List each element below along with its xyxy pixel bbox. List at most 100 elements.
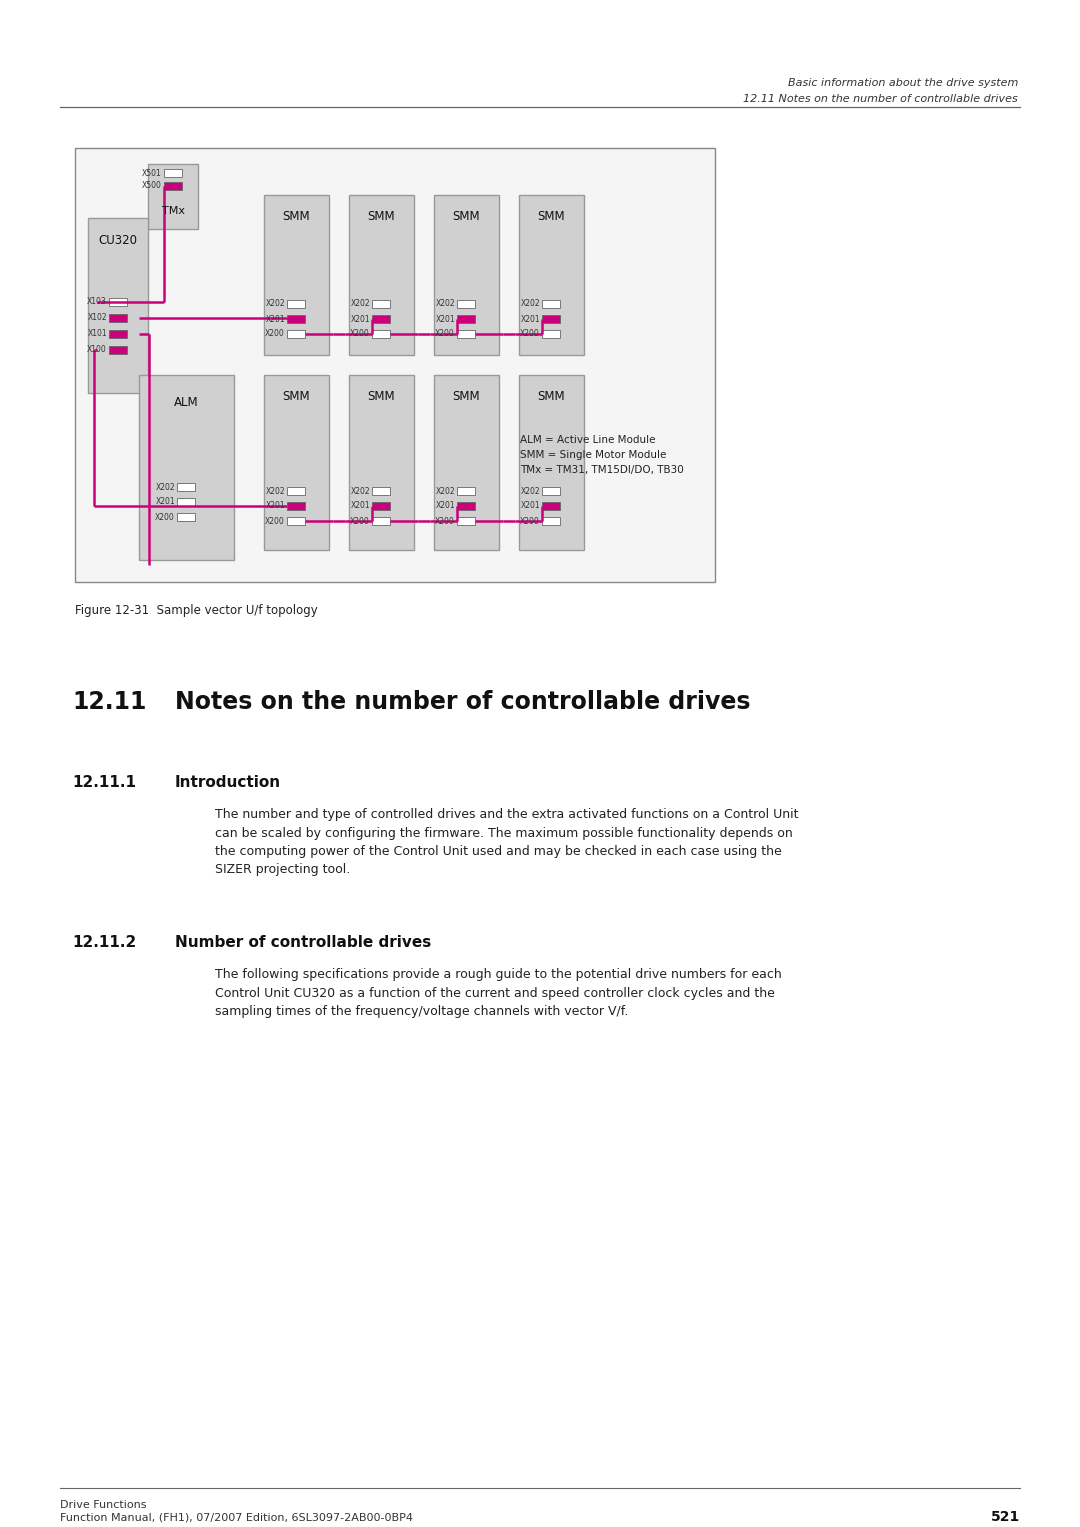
Bar bbox=[457, 330, 475, 337]
Text: Introduction: Introduction bbox=[175, 776, 281, 789]
Bar bbox=[164, 169, 183, 177]
Bar bbox=[164, 182, 183, 189]
Bar bbox=[457, 487, 475, 495]
Text: X202: X202 bbox=[521, 487, 540, 495]
Text: X202: X202 bbox=[266, 299, 285, 308]
Bar bbox=[542, 518, 561, 525]
Text: ALM: ALM bbox=[174, 397, 199, 409]
Text: SMM: SMM bbox=[537, 391, 565, 403]
Text: X201: X201 bbox=[521, 315, 540, 324]
Bar bbox=[109, 298, 127, 305]
Bar bbox=[457, 315, 475, 324]
Bar bbox=[457, 299, 475, 308]
Text: X200: X200 bbox=[266, 330, 285, 339]
Bar bbox=[457, 502, 475, 510]
Bar bbox=[518, 376, 583, 550]
Bar bbox=[287, 518, 305, 525]
Text: X202: X202 bbox=[266, 487, 285, 495]
Text: X201: X201 bbox=[435, 501, 455, 510]
Text: X102: X102 bbox=[87, 313, 107, 322]
Bar bbox=[518, 195, 583, 354]
Text: 521: 521 bbox=[990, 1510, 1020, 1524]
Text: ALM = Active Line Module: ALM = Active Line Module bbox=[519, 435, 656, 444]
Text: X501: X501 bbox=[143, 168, 162, 177]
Bar bbox=[287, 299, 305, 308]
Text: X200: X200 bbox=[435, 330, 455, 339]
Text: X202: X202 bbox=[435, 487, 455, 495]
Bar bbox=[287, 487, 305, 495]
Bar bbox=[349, 195, 414, 354]
Text: X201: X201 bbox=[266, 501, 285, 510]
Bar bbox=[87, 218, 148, 392]
Text: TMx = TM31, TM15DI/DO, TB30: TMx = TM31, TM15DI/DO, TB30 bbox=[519, 466, 684, 475]
Text: 12.11.1: 12.11.1 bbox=[72, 776, 136, 789]
Text: X201: X201 bbox=[350, 315, 370, 324]
Text: SMM: SMM bbox=[367, 211, 395, 223]
Text: X202: X202 bbox=[435, 299, 455, 308]
Bar bbox=[372, 518, 390, 525]
Bar bbox=[287, 330, 305, 337]
Bar bbox=[457, 518, 475, 525]
Text: X200: X200 bbox=[521, 516, 540, 525]
Text: The following specifications provide a rough guide to the potential drive number: The following specifications provide a r… bbox=[215, 968, 782, 1019]
Bar bbox=[177, 498, 195, 505]
Text: X200: X200 bbox=[521, 330, 540, 339]
Text: X201: X201 bbox=[266, 315, 285, 324]
Text: X200: X200 bbox=[350, 516, 370, 525]
Text: Basic information about the drive system: Basic information about the drive system bbox=[787, 78, 1018, 89]
Text: Drive Functions: Drive Functions bbox=[60, 1500, 147, 1510]
Text: X202: X202 bbox=[350, 299, 370, 308]
Bar bbox=[542, 330, 561, 337]
Bar bbox=[372, 502, 390, 510]
Text: Notes on the number of controllable drives: Notes on the number of controllable driv… bbox=[175, 690, 751, 715]
Text: 12.11 Notes on the number of controllable drives: 12.11 Notes on the number of controllabl… bbox=[743, 95, 1018, 104]
Bar bbox=[372, 299, 390, 308]
Text: SMM: SMM bbox=[453, 211, 480, 223]
Text: SMM: SMM bbox=[367, 391, 395, 403]
Text: X101: X101 bbox=[87, 330, 107, 339]
Text: X200: X200 bbox=[156, 513, 175, 522]
Bar bbox=[109, 347, 127, 354]
Text: X200: X200 bbox=[350, 330, 370, 339]
Bar bbox=[349, 376, 414, 550]
Text: X201: X201 bbox=[521, 501, 540, 510]
Bar bbox=[372, 315, 390, 324]
Text: SMM: SMM bbox=[537, 211, 565, 223]
Text: Number of controllable drives: Number of controllable drives bbox=[175, 935, 431, 950]
Bar bbox=[542, 315, 561, 324]
Bar bbox=[264, 376, 328, 550]
Bar bbox=[264, 195, 328, 354]
Text: SMM = Single Motor Module: SMM = Single Motor Module bbox=[519, 450, 666, 460]
Text: The number and type of controlled drives and the extra activated functions on a : The number and type of controlled drives… bbox=[215, 808, 798, 876]
Text: X202: X202 bbox=[156, 483, 175, 492]
Text: X200: X200 bbox=[266, 516, 285, 525]
Text: Figure 12-31  Sample vector U/f topology: Figure 12-31 Sample vector U/f topology bbox=[75, 605, 318, 617]
Text: SMM: SMM bbox=[453, 391, 480, 403]
Bar bbox=[138, 376, 233, 560]
Text: SMM: SMM bbox=[282, 391, 310, 403]
Bar bbox=[109, 330, 127, 337]
Bar bbox=[287, 502, 305, 510]
Text: X103: X103 bbox=[87, 298, 107, 307]
Text: CU320: CU320 bbox=[98, 234, 137, 246]
Bar bbox=[287, 315, 305, 324]
Bar bbox=[177, 513, 195, 521]
Bar bbox=[372, 330, 390, 337]
Bar bbox=[177, 483, 195, 492]
Bar bbox=[372, 487, 390, 495]
Bar bbox=[542, 299, 561, 308]
Text: X200: X200 bbox=[435, 516, 455, 525]
Text: X500: X500 bbox=[143, 182, 162, 191]
Bar bbox=[433, 195, 499, 354]
Text: 12.11.2: 12.11.2 bbox=[72, 935, 136, 950]
Bar bbox=[109, 315, 127, 322]
Text: TMx: TMx bbox=[162, 206, 185, 215]
Bar bbox=[433, 376, 499, 550]
Bar bbox=[148, 163, 198, 229]
Text: 12.11: 12.11 bbox=[72, 690, 147, 715]
Text: X201: X201 bbox=[156, 498, 175, 507]
Text: X202: X202 bbox=[521, 299, 540, 308]
Text: X201: X201 bbox=[350, 501, 370, 510]
Bar bbox=[542, 487, 561, 495]
Bar bbox=[75, 148, 715, 582]
